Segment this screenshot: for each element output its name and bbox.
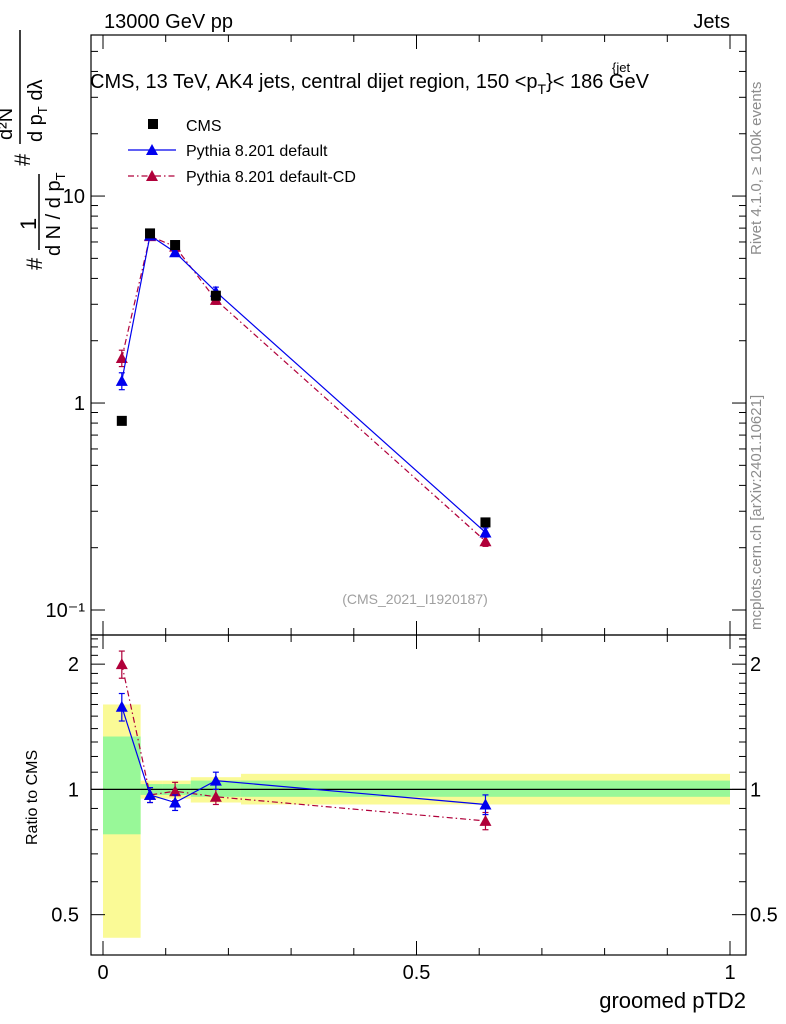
ratio-plot-frame [90,634,747,956]
main-cms-point [145,228,156,239]
svg-text:d pT dλ: d pT dλ [25,80,50,142]
main-cms-point [480,517,491,528]
ratio-y-tick-label-right: 0.5 [750,905,778,927]
ratio-inner-band [103,736,141,835]
ratio-cd-point [115,658,128,670]
main-cms-point [170,240,181,251]
legend-cd-label: Pythia 8.201 default-CD [186,169,356,186]
analysis-watermark: (CMS_2021_I1920187) [342,591,488,607]
ratio-y-tick-label: 2 [68,654,79,676]
plot-title: CMS, 13 TeV, AK4 jets, central dijet reg… [90,60,650,97]
main-default-point [169,246,182,258]
ratio-cd-point [209,790,222,802]
ylabel-t1: T [53,172,68,180]
ratio-y-axis-label: Ratio to CMS [24,750,41,845]
legend-default-marker [146,144,158,155]
ylabel-dn: d N / d p [43,180,65,256]
ratio-default-point [209,774,222,786]
svg-text:CMS, 13 TeV, AK4 jets, central: CMS, 13 TeV, AK4 jets, central dijet reg… [90,71,650,97]
svg-text:d²N: d²N [0,108,17,140]
svg-text:1: 1 [16,218,41,230]
title-sub: T [538,81,547,97]
x-tick-label: 0 [97,962,108,984]
x-tick-label: 1 [724,962,735,984]
ratio-default-point [169,796,182,808]
ratio-y-tick-label: 1 [68,779,79,801]
ylabel-hash2: # [10,153,35,166]
main-y-tick-label: 10 [63,186,85,208]
ylabel-one: 1 [16,218,41,230]
ylabel-d2n: d²N [0,108,17,140]
main-y-tick-label: 10⁻¹ [46,600,86,622]
title-sup: {jet [612,60,630,75]
ratio-default-point [115,700,128,712]
ratio-panel: 0.5 0.5 1 1 2 2 0 0.5 1 [51,634,778,984]
main-cd-point [479,535,492,547]
main-default-point [115,374,128,386]
header-jets: Jets [693,11,730,33]
title-tail: }< 186 GeV [546,71,650,93]
ratio-y-tick-label-right: 2 [750,654,761,676]
title-main: CMS, 13 TeV, AK4 jets, central dijet reg… [90,71,538,93]
ylabel-hash1: # [22,257,47,270]
ratio-default-point [144,788,157,800]
x-axis-label: groomed pTD2 [599,988,746,1013]
svg-text:#: # [10,153,35,166]
ratio-inner-band [240,780,730,797]
legend: CMS Pythia 8.201 default Pythia 8.201 de… [128,118,356,186]
main-default-line [121,234,486,533]
main-panel: 10⁻¹ 1 10 [46,34,747,636]
ylabel-dlambda: dλ [25,80,47,107]
mcplots-label: mcplots.cern.ch [arXiv:2401.10621] [748,395,765,630]
ratio-y-tick-label: 0.5 [51,905,79,927]
legend-default-label: Pythia 8.201 default [186,143,328,160]
main-y-axis-label: # 1 d N / d pT # d²N d pT dλ [0,30,68,270]
main-cd-point [115,352,128,364]
main-default-point [479,526,492,538]
ylabel-t2: T [35,106,50,114]
legend-cms-label: CMS [186,118,222,135]
ratio-default-point [479,798,492,810]
rivet-version-label: Rivet 4.1.0, ≥ 100k events [748,82,765,255]
ratio-cd-point [479,814,492,826]
x-tick-label: 0.5 [403,962,431,984]
legend-cd-marker [146,170,158,181]
main-cms-point [116,415,127,426]
main-y-tick-label: 1 [74,393,85,415]
ylabel-dpt: d p [25,114,47,142]
header-energy: 13000 GeV pp [104,11,233,33]
legend-cms-marker [148,119,158,129]
svg-text:d N / d pT: d N / d pT [43,172,68,256]
ratio-y-tick-label-right: 1 [750,779,761,801]
svg-text:#: # [22,257,47,270]
main-cms-point [210,290,221,301]
svg-text:{jet: {jet [612,60,630,75]
ratio-cd-point [169,785,182,797]
main-cd-line [121,235,486,542]
